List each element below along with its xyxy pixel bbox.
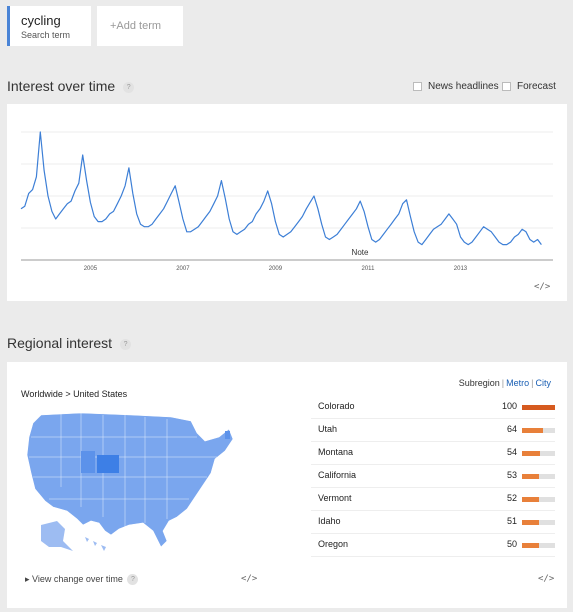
- region-name: Montana: [318, 447, 354, 457]
- regional-interest-title: Regional interest?: [7, 335, 132, 351]
- region-row[interactable]: California 53: [311, 465, 555, 488]
- region-bar-track: [522, 497, 555, 502]
- view-change-over-time-link[interactable]: ▸ View change over time ?: [25, 574, 139, 586]
- list-embed-icon[interactable]: </>: [538, 574, 555, 584]
- region-tabs: Subregion | Metro | City: [459, 378, 551, 388]
- region-value: 64: [506, 424, 517, 434]
- region-value: 50: [506, 539, 517, 549]
- us-map: [26, 412, 234, 551]
- triangle-right-icon: ▸: [25, 574, 30, 584]
- tab-city[interactable]: City: [535, 378, 552, 388]
- region-bar-track: [522, 474, 555, 479]
- colorado-region[interactable]: [97, 455, 119, 473]
- x-tick-label: 2005: [84, 266, 98, 272]
- region-row[interactable]: Vermont 52: [311, 488, 555, 511]
- us-mainland-shape[interactable]: [26, 412, 234, 548]
- region-name: Colorado: [318, 401, 355, 411]
- region-bar: [522, 405, 555, 410]
- chart-embed-icon[interactable]: </>: [534, 282, 551, 292]
- forecast-label: Forecast: [517, 81, 556, 92]
- region-row[interactable]: Idaho 51: [311, 511, 555, 534]
- add-term-button[interactable]: +Add term: [97, 6, 183, 46]
- interest-over-time-chart: 2005 2007 2009 2011 2013 Note: [20, 131, 553, 272]
- regional-interest-card: Worldwide > United States Subregion | Metr…: [7, 362, 567, 608]
- news-headlines-label: News headlines: [428, 81, 499, 92]
- region-bar-track: [522, 520, 555, 525]
- tab-metro[interactable]: Metro: [506, 378, 530, 388]
- interest-chart-card: 2005 2007 2009 2011 2013 Note </>: [7, 104, 567, 301]
- tab-separator: |: [531, 378, 534, 388]
- forecast-option[interactable]: Forecast: [502, 81, 556, 92]
- region-row[interactable]: Utah 64: [311, 419, 555, 442]
- x-tick-label: 2013: [454, 266, 468, 272]
- region-bar: [522, 428, 544, 433]
- region-bar: [522, 451, 540, 456]
- news-headlines-option[interactable]: News headlines: [413, 81, 499, 92]
- region-bar: [522, 474, 540, 479]
- region-row[interactable]: Montana 54: [311, 442, 555, 465]
- breadcrumb[interactable]: Worldwide > United States: [21, 389, 128, 399]
- note-label[interactable]: Note: [352, 248, 369, 257]
- help-icon[interactable]: ?: [120, 338, 132, 350]
- search-term-name: cycling: [21, 13, 61, 28]
- hawaii-shape[interactable]: [85, 537, 106, 551]
- utah-region[interactable]: [81, 451, 95, 473]
- vermont-region[interactable]: [225, 431, 230, 439]
- search-term-sub: Search term: [21, 30, 71, 40]
- interest-title-text: Interest over time: [7, 78, 116, 94]
- region-bar: [522, 520, 539, 525]
- tab-subregion[interactable]: Subregion: [458, 378, 500, 388]
- view-change-label: View change over time: [32, 574, 123, 584]
- region-value: 51: [506, 516, 517, 526]
- region-row[interactable]: Colorado 100: [311, 396, 555, 419]
- region-name: California: [318, 470, 357, 480]
- region-value: 54: [506, 447, 517, 457]
- region-bar: [522, 543, 539, 548]
- search-term-card[interactable]: cycling Search term: [7, 6, 91, 46]
- region-value: 53: [506, 470, 517, 480]
- region-bar-track: [522, 543, 555, 548]
- region-value: 52: [506, 493, 517, 503]
- x-tick-label: 2009: [269, 266, 283, 272]
- map-embed-icon[interactable]: </>: [241, 574, 258, 584]
- alaska-shape[interactable]: [41, 521, 73, 551]
- region-bar-track: [522, 428, 555, 433]
- interest-over-time-title: Interest over time?: [7, 78, 135, 94]
- help-icon[interactable]: ?: [127, 574, 139, 586]
- region-bar-track: [522, 451, 555, 456]
- region-ranking-list: Colorado 100 Utah 64 Montana 54 California 53 Ve…: [311, 396, 555, 557]
- x-tick-label: 2011: [362, 266, 376, 272]
- region-value: 100: [501, 401, 517, 411]
- news-headlines-checkbox[interactable]: [413, 82, 422, 91]
- region-row[interactable]: Oregon 50: [311, 534, 555, 557]
- help-icon[interactable]: ?: [123, 81, 135, 93]
- region-name: Oregon: [318, 539, 349, 549]
- forecast-checkbox[interactable]: [502, 82, 511, 91]
- tab-separator: |: [501, 378, 505, 388]
- region-name: Utah: [318, 424, 338, 434]
- region-name: Vermont: [318, 493, 352, 503]
- region-bar-track: [522, 405, 555, 410]
- region-name: Idaho: [318, 516, 341, 526]
- region-bar: [522, 497, 540, 502]
- x-tick-label: 2007: [176, 266, 190, 272]
- regional-title-text: Regional interest: [7, 335, 113, 351]
- series-line-cycling[interactable]: [20, 131, 542, 246]
